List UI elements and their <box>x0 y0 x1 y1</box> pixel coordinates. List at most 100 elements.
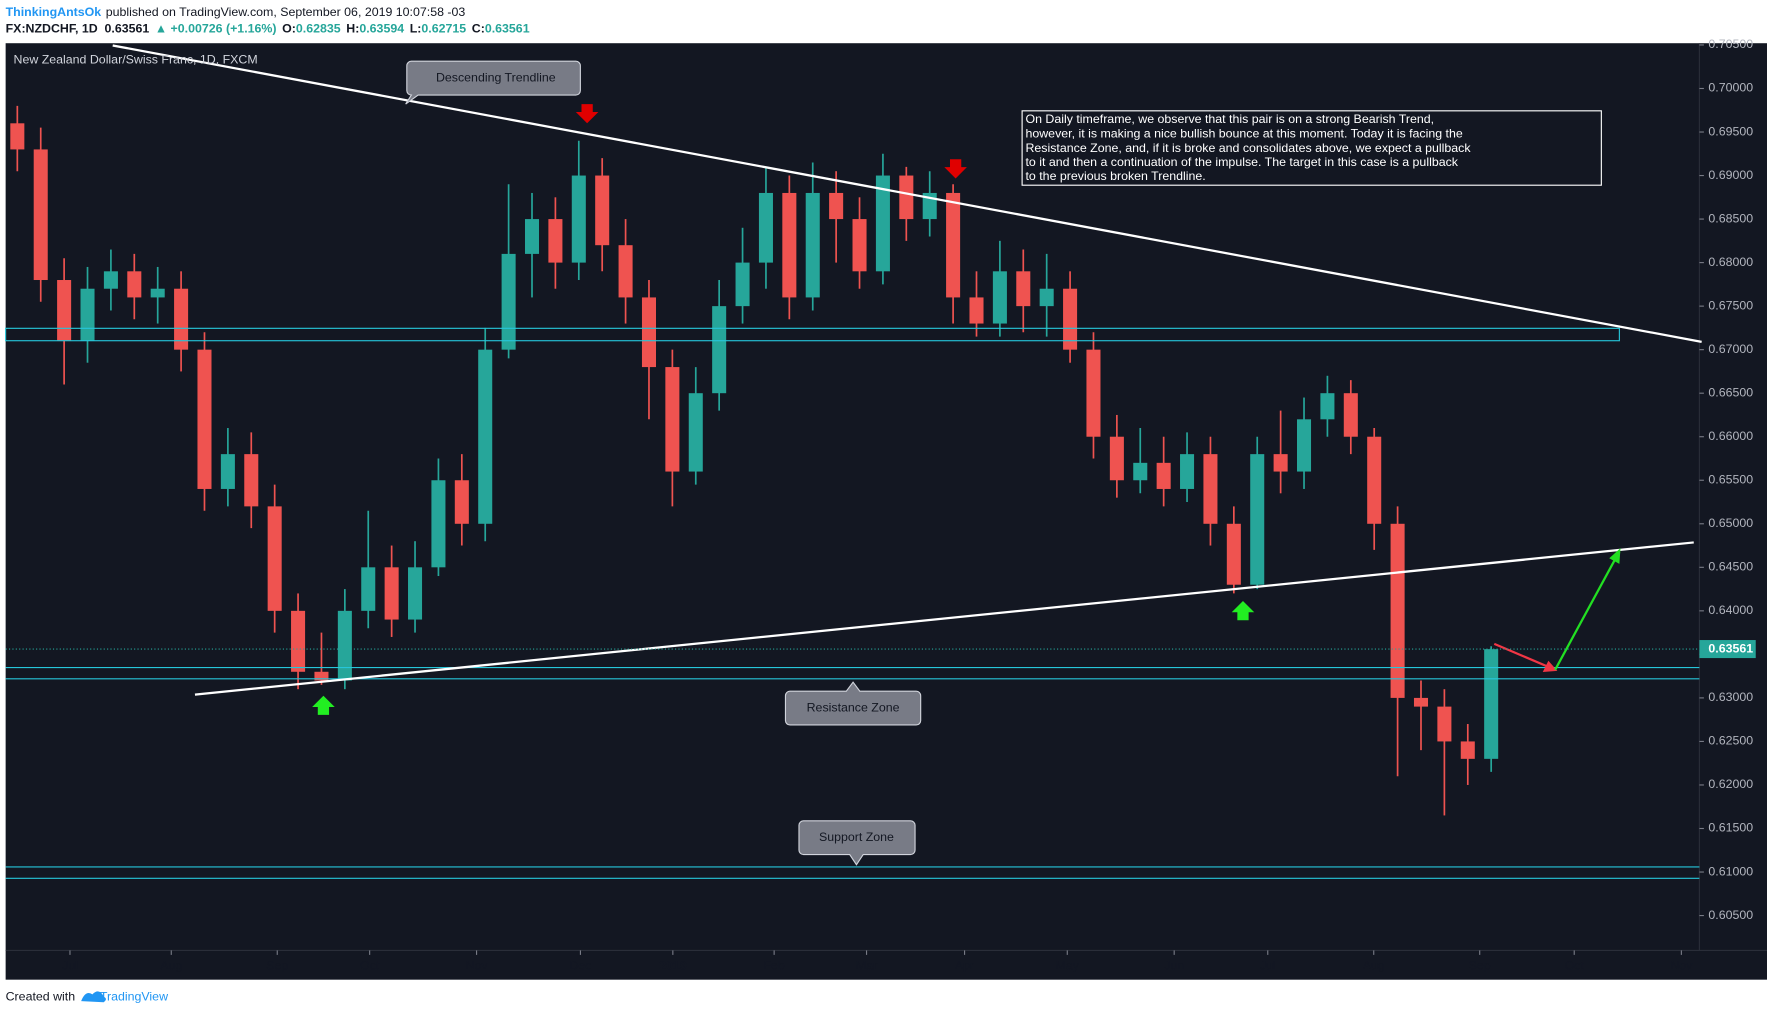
y-tick-label: 0.68000 <box>1708 255 1753 269</box>
o-label: O: <box>282 22 296 36</box>
o-value: 0.62835 <box>296 22 341 36</box>
candle-body <box>641 297 656 368</box>
candle-body <box>1413 697 1429 707</box>
candle-body <box>408 567 423 620</box>
note-line: to it and then a continuation of the imp… <box>1025 155 1458 169</box>
candle-body <box>1273 454 1288 472</box>
candle-body <box>1039 288 1054 307</box>
descending-trendline <box>112 44 1702 343</box>
y-tick-label: 0.65000 <box>1708 516 1753 530</box>
y-tick-label: 0.70500 <box>1708 37 1753 51</box>
candle-body <box>384 567 399 620</box>
candle-body <box>782 192 797 298</box>
y-tick-label: 0.66500 <box>1708 385 1753 399</box>
arrow-head <box>1609 548 1621 564</box>
y-tick-label: 0.69000 <box>1708 168 1753 182</box>
x-tick-label: Feb <box>763 958 784 972</box>
callout-box <box>798 820 916 866</box>
symbol: FX:NZDCHF, 1D <box>6 22 98 36</box>
x-tick-label: Nov <box>466 958 489 972</box>
y-tick-label: 0.65500 <box>1708 473 1753 487</box>
candle-body <box>1063 288 1078 350</box>
author[interactable]: ThinkingAntsOk <box>6 5 102 19</box>
y-tick-label: 0.67500 <box>1708 298 1753 312</box>
h-value: 0.63594 <box>359 22 404 36</box>
candle-body <box>1203 454 1218 524</box>
last: 0.63561 <box>105 22 150 36</box>
candle-body <box>10 123 25 150</box>
down-arrow <box>944 159 967 179</box>
x-tick-label: Nov <box>1670 958 1693 972</box>
candle-body <box>244 454 259 507</box>
note-line: Resistance Zone, and, if it is broke and… <box>1025 141 1471 155</box>
candle-body <box>735 262 750 307</box>
candle-body <box>1016 271 1031 307</box>
candle-body <box>665 367 680 472</box>
candle-body <box>150 288 165 298</box>
candle-body <box>57 280 72 341</box>
candle-body <box>1390 523 1405 698</box>
candle-body <box>1226 523 1241 585</box>
candle-body <box>1109 436 1124 481</box>
y-tick-label: 0.63000 <box>1708 690 1753 704</box>
callout-text: Support Zone <box>819 830 894 844</box>
candle-body <box>501 253 516 350</box>
candle-body <box>1180 454 1195 489</box>
candle-body <box>712 306 727 394</box>
chart-title: New Zealand Dollar/Swiss Franc, 1D, FXCM <box>14 52 258 66</box>
candle-body <box>1437 706 1452 742</box>
candle-body <box>1086 349 1101 437</box>
pullback-arrow <box>1493 642 1556 671</box>
candle-body <box>1367 436 1382 524</box>
y-tick-label: 0.66000 <box>1708 429 1753 443</box>
x-tick-label: Apr <box>955 958 974 972</box>
y-tick-label: 0.64000 <box>1708 603 1753 617</box>
candle-body <box>80 288 95 341</box>
y-tick-label: 0.67000 <box>1708 342 1753 356</box>
candle-body <box>1320 393 1335 420</box>
callout-text: Descending Trendline <box>436 70 556 84</box>
candle-body <box>969 297 984 324</box>
candle-body <box>875 175 890 272</box>
candle-body <box>314 671 329 681</box>
x-tick-label: Aug <box>1363 958 1385 972</box>
y-tick-label: 0.60500 <box>1708 908 1753 922</box>
candle-body <box>1460 741 1475 759</box>
x-tick-label: Jun <box>1164 958 1184 972</box>
y-tick-label: 0.64500 <box>1708 560 1753 574</box>
ascending-trendline <box>194 541 1694 696</box>
change: ▲ +0.00726 (+1.16%) <box>155 22 277 36</box>
l-label: L: <box>410 22 422 36</box>
c-value: 0.63561 <box>485 22 530 36</box>
y-tick-label: 0.62500 <box>1708 734 1753 748</box>
x-tick-label: Jul <box>62 958 78 972</box>
candle-body <box>174 288 189 350</box>
x-tick-label: 2019 <box>659 958 687 972</box>
x-tick-label: Oct <box>1565 958 1585 972</box>
candle-body <box>548 219 563 263</box>
footer-brand[interactable]: TradingView <box>100 990 168 1004</box>
last-price-label: 0.63561 <box>1708 641 1753 655</box>
note-line: however, it is making a nice bullish bou… <box>1025 127 1462 141</box>
candle-body <box>454 480 469 524</box>
callout-text: Resistance Zone <box>807 700 900 714</box>
footer: Created with TradingView <box>6 990 168 1004</box>
candle-body <box>220 454 235 489</box>
candle-body <box>103 271 118 289</box>
candle-body <box>1156 462 1171 489</box>
y-tick-label: 0.62000 <box>1708 777 1753 791</box>
candle-body <box>361 567 376 611</box>
arrow-head <box>1542 660 1558 673</box>
candle-body <box>267 506 282 611</box>
l-value: 0.62715 <box>421 22 466 36</box>
x-tick-label: May <box>1056 958 1080 972</box>
symbol-line: FX:NZDCHF, 1D 0.63561 ▲ +0.00726 (+1.16%) O… <box>6 22 530 36</box>
c-label: C: <box>472 22 485 36</box>
callout-box <box>784 681 922 726</box>
up-arrow <box>312 695 335 715</box>
y-tick-label: 0.70000 <box>1708 81 1753 95</box>
y-tick-label: 0.61000 <box>1708 864 1753 878</box>
footer-created: Created with <box>6 990 76 1004</box>
